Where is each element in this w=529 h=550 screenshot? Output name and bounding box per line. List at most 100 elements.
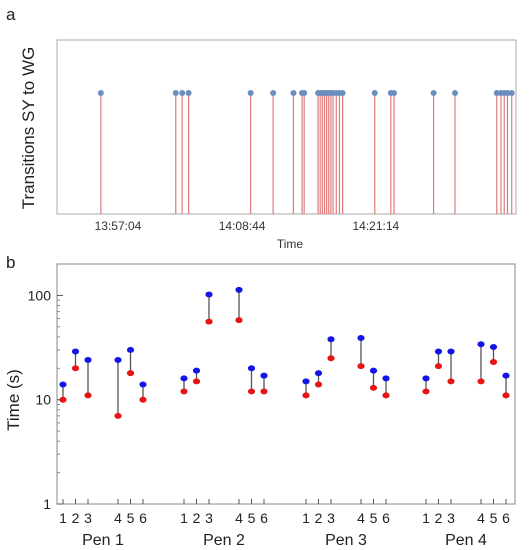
- panel-b-x-tick-label: 6: [139, 510, 147, 526]
- panel-b-group-labels: Pen 1 Pen 2 Pen 3 Pen 4: [82, 532, 487, 549]
- group-label: Pen 2: [203, 532, 245, 549]
- panel-a-x-tick-label: 13:57:04: [95, 219, 142, 233]
- low-point: [477, 378, 485, 385]
- transition-point: [290, 90, 297, 96]
- low-point: [314, 381, 323, 388]
- panel-b-y-ticks: 1 10 100: [28, 287, 63, 512]
- low-point: [382, 392, 390, 399]
- group-label: Pen 4: [445, 532, 487, 549]
- panel-b-y-tick-label: 1: [43, 496, 51, 512]
- low-point: [139, 396, 147, 403]
- low-point: [502, 392, 510, 399]
- panel-b-y-axis-label: Time (s): [4, 369, 23, 431]
- panel-b-frame: [56, 263, 516, 505]
- panel-b-letter: b: [6, 253, 15, 272]
- panel-a-letter: a: [6, 5, 16, 24]
- panel-b-series: [59, 286, 510, 419]
- high-point: [71, 348, 80, 355]
- panel-b-x-tick-label: 1: [302, 510, 310, 526]
- panel-b-x-tick-label: 6: [502, 510, 510, 526]
- transition-point: [430, 90, 437, 96]
- low-point: [327, 355, 335, 362]
- high-point: [260, 372, 268, 379]
- panel-a: a 13:57:04 14:08:44 14:21:14 Time Transiti…: [6, 5, 517, 251]
- panel-b-x-tick-label: 1: [59, 510, 67, 526]
- transition-point: [371, 90, 378, 96]
- high-point: [369, 367, 378, 374]
- panel-b-x-tick-label: 4: [357, 510, 365, 526]
- low-point: [489, 358, 498, 365]
- low-point: [126, 370, 135, 377]
- high-point: [357, 335, 365, 342]
- transition-point: [391, 90, 398, 96]
- low-point: [357, 363, 365, 370]
- low-point: [180, 388, 188, 395]
- transition-point: [179, 90, 186, 96]
- panel-b-x-tick-label: 2: [315, 510, 323, 526]
- panel-b-x-tick-label: 4: [477, 510, 485, 526]
- panel-b-x-tick-label: 5: [127, 510, 135, 526]
- panel-b-x-tick-label: 5: [248, 510, 256, 526]
- panel-b-x-tick-label: 6: [382, 510, 390, 526]
- panel-b-x-tick-label: 4: [114, 510, 122, 526]
- panel-b-x-tick-label: 5: [490, 510, 498, 526]
- low-point: [247, 388, 256, 395]
- low-point: [114, 412, 122, 419]
- high-point: [84, 357, 92, 364]
- transition-point: [97, 90, 104, 96]
- high-point: [205, 291, 213, 298]
- transition-point: [339, 90, 346, 96]
- high-point: [489, 344, 498, 351]
- panel-b-x-tick-label: 3: [447, 510, 455, 526]
- high-point: [139, 381, 147, 388]
- high-point: [382, 375, 390, 382]
- high-point: [180, 375, 188, 382]
- panel-b-x-tick-label: 1: [180, 510, 188, 526]
- panel-a-x-tick-label: 14:21:14: [352, 219, 399, 233]
- high-point: [235, 286, 243, 293]
- high-point: [327, 336, 335, 343]
- panel-b-x-tick-label: 3: [327, 510, 335, 526]
- transition-point: [185, 90, 192, 96]
- panel-a-x-axis-label: Time: [277, 237, 304, 251]
- low-point: [422, 388, 430, 395]
- low-point: [447, 378, 455, 385]
- panel-b-y-tick-label: 10: [35, 392, 51, 408]
- group-label: Pen 3: [325, 532, 367, 549]
- transition-point: [508, 90, 515, 96]
- transition-point: [493, 90, 500, 96]
- high-point: [447, 348, 455, 355]
- transition-point: [301, 90, 308, 96]
- panel-b-y-tick-label: 100: [28, 287, 52, 303]
- high-point: [477, 341, 485, 348]
- low-point: [235, 317, 243, 324]
- low-point: [192, 378, 201, 385]
- high-point: [114, 357, 122, 364]
- panel-b-x-tick-label: 4: [235, 510, 243, 526]
- transition-point: [452, 90, 459, 96]
- transition-point: [270, 90, 277, 96]
- high-point: [314, 370, 323, 377]
- low-point: [84, 392, 92, 399]
- panel-b-x-tick-label: 3: [84, 510, 92, 526]
- high-point: [59, 381, 67, 388]
- low-point: [434, 363, 443, 370]
- low-point: [369, 384, 378, 391]
- panel-b-x-tick-label: 6: [260, 510, 268, 526]
- transition-point: [172, 90, 179, 96]
- panel-a-x-ticks: 13:57:04 14:08:44 14:21:14: [95, 219, 400, 233]
- panel-b-x-tick-label: 2: [435, 510, 443, 526]
- group-label: Pen 1: [82, 532, 124, 549]
- high-point: [247, 365, 256, 372]
- panel-b-x-tick-label: 5: [370, 510, 378, 526]
- high-point: [422, 375, 430, 382]
- transition-point: [247, 90, 254, 96]
- transition-point: [504, 90, 511, 96]
- high-point: [192, 367, 201, 374]
- panel-b-x-tick-label: 2: [72, 510, 80, 526]
- panel-b-x-tick-label: 1: [422, 510, 430, 526]
- low-point: [260, 388, 268, 395]
